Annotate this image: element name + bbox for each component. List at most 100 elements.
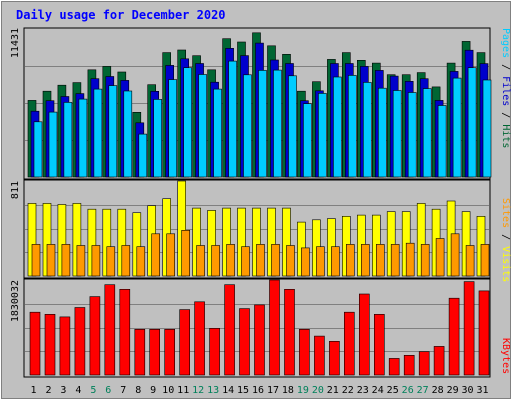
middle_panel-sites-bar-day-14 [226,244,235,277]
x-tick-label-day-28: 28 [432,385,444,396]
bottom_panel-kbytes-bar-day-11 [179,309,190,376]
x-tick-label-day-13: 13 [207,385,219,396]
bottom_panel-kbytes-bar-day-9 [149,328,160,376]
bottom_panel-kbytes-bar-day-13 [209,327,220,376]
middle_panel-sites-bar-day-25 [390,244,400,277]
x-tick-label-day-17: 17 [267,385,279,396]
middle_panel-sites-bar-day-16 [256,244,265,277]
top_panel-pages-bar-day-10 [168,79,177,178]
x-tick-label-day-15: 15 [237,385,249,396]
middle-panel-max-label: 811 [10,181,21,199]
ylabel-part: / [500,106,511,124]
top_panel-pages-bar-day-5 [93,88,103,178]
bottom-panel-frame [23,278,491,378]
bottom_panel-kbytes-bar-day-15 [239,308,250,376]
top_panel-pages-bar-day-28 [437,105,447,178]
middle-panel-frame [23,179,491,279]
bottom_panel-kbytes-bar-day-21 [329,340,340,376]
middle_panel-sites-bar-day-8 [136,246,146,277]
x-tick-label-day-30: 30 [461,385,473,396]
bottom_panel-kbytes-bar-day-19 [299,328,310,376]
x-tick-label-day-16: 16 [252,385,264,396]
x-tick-label-day-19: 19 [297,385,309,396]
middle_panel-sites-bar-day-19 [301,247,310,277]
middle_panel-sites-bar-day-13 [211,245,220,277]
bottom-panel-ylabel: KBytes [500,338,511,374]
x-tick-label-day-26: 26 [402,385,414,396]
top_panel-pages-bar-day-13 [213,88,222,178]
bottom_panel-kbytes-bar-day-26 [403,354,415,376]
ylabel-part: Pages [500,28,511,58]
chart-title: Daily usage for December 2020 [16,8,226,22]
bottom_panel-kbytes-bar-day-18 [284,288,295,376]
top-panel-ylabel: Pages / Files / Hits [500,28,511,148]
top_panel-pages-bar-day-3 [63,102,73,178]
bottom-panel-max-label: 1830032 [10,280,21,322]
bottom_panel-kbytes-bar-day-7 [119,288,131,376]
top_panel-pages-bar-day-16 [258,70,267,178]
x-tick-label-day-21: 21 [327,385,339,396]
bottom_panel-kbytes-bar-day-25 [388,358,400,376]
middle_panel-sites-bar-day-12 [196,245,205,277]
bottom_panel-kbytes-bar-day-28 [433,346,445,376]
x-tick-label-day-9: 9 [150,385,156,396]
middle_panel-sites-bar-day-21 [331,246,340,277]
ylabel-part: / [500,228,511,246]
middle_panel-sites-bar-day-26 [405,242,415,277]
top_panel-pages-bar-day-17 [273,69,282,178]
x-tick-label-day-5: 5 [90,385,96,396]
x-tick-label-day-22: 22 [342,385,354,396]
x-tick-label-day-11: 11 [177,385,189,396]
top_panel-pages-bar-day-7 [123,90,133,178]
x-tick-label-day-18: 18 [282,385,294,396]
top_panel-pages-bar-day-4 [78,98,88,178]
x-tick-label-day-7: 7 [120,385,126,396]
bottom_panel-kbytes-bar-day-2 [44,313,56,376]
middle_panel-sites-bar-day-27 [420,244,430,277]
middle-panel-ylabel: Sites / Visits [500,198,511,282]
bottom_panel-kbytes-bar-day-30 [463,281,475,376]
middle_panel-sites-bar-day-6 [106,246,116,277]
ylabel-part: Files [500,76,511,106]
top_panel-pages-bar-day-8 [138,133,148,178]
ylabel-part: / [500,58,511,76]
x-tick-label-day-23: 23 [357,385,369,396]
x-tick-label-day-6: 6 [105,385,111,396]
middle_panel-sites-bar-day-4 [76,245,86,277]
bottom_panel-kbytes-bar-day-5 [89,296,101,376]
top_panel-pages-bar-day-14 [228,60,237,178]
x-tick-label-day-3: 3 [60,385,66,396]
top_panel-pages-bar-day-2 [48,111,58,178]
bottom_panel-kbytes-bar-day-17 [269,279,280,376]
top_panel-pages-bar-day-26 [407,92,417,178]
ylabel-part: Visits [500,246,511,282]
bottom_panel-kbytes-bar-day-27 [418,351,430,376]
x-tick-label-day-24: 24 [372,385,384,396]
top_panel-pages-bar-day-12 [198,74,207,178]
bottom_panel-kbytes-bar-day-12 [194,301,205,376]
bottom_panel-kbytes-bar-day-29 [448,297,460,376]
middle_panel-sites-bar-day-22 [345,244,355,277]
bottom_panel-kbytes-bar-day-6 [104,284,116,376]
bottom_panel-kbytes-bar-day-23 [358,293,370,376]
top_panel-pages-bar-day-15 [243,74,252,178]
top_panel-pages-bar-day-18 [288,75,297,178]
top_panel-pages-bar-day-20 [318,93,327,178]
bottom_panel-kbytes-bar-day-4 [74,307,86,376]
middle_panel-sites-bar-day-7 [121,245,131,277]
top_panel-pages-bar-day-30 [467,67,477,178]
bottom_panel-kbytes-bar-day-14 [224,284,235,376]
middle_panel-sites-bar-day-17 [271,244,280,277]
x-tick-label-day-10: 10 [162,385,174,396]
middle_panel-sites-bar-day-3 [61,244,71,277]
x-tick-label-day-27: 27 [417,385,429,396]
middle_panel-sites-bar-day-23 [360,244,370,277]
middle_panel-sites-bar-day-24 [375,244,385,277]
ylabel-part: Sites [500,198,511,228]
top_panel-pages-bar-day-9 [153,99,162,178]
top_panel-pages-bar-day-1 [33,121,43,178]
top_panel-pages-bar-day-19 [303,103,312,178]
x-tick-label-day-14: 14 [222,385,234,396]
